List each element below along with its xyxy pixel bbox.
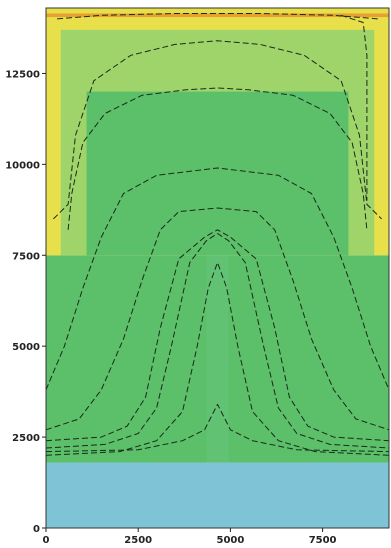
plot-frame — [45, 7, 390, 529]
contour-line-1 — [45, 229, 390, 442]
contour-line-8 — [53, 40, 382, 220]
region-orange-top-band — [46, 13, 389, 18]
y-tick-label: 0 — [33, 524, 40, 535]
region-green-dome-core — [86, 91, 349, 256]
y-tick-label: 5000 — [12, 342, 40, 353]
contour-line-3 — [45, 262, 390, 456]
contour-line-4 — [45, 403, 390, 453]
contour-line-2 — [45, 233, 390, 449]
x-tick-label: 2500 — [124, 535, 152, 546]
x-tick-label: 0 — [43, 535, 50, 546]
y-tick-label: 7500 — [12, 251, 40, 262]
region-blue-base — [46, 462, 389, 528]
contour-line-10 — [340, 14, 368, 201]
region-center-channel — [206, 255, 229, 463]
contour-line-5 — [45, 207, 390, 431]
x-tick-label: 5000 — [216, 535, 244, 546]
contour-line-6 — [45, 167, 390, 390]
x-axis: 0 2500 5000 7500 — [43, 528, 337, 546]
y-tick-label: 2500 — [12, 433, 40, 444]
y-tick-label: 12500 — [5, 69, 40, 80]
y-tick-label: 10000 — [5, 160, 40, 171]
y-axis: 0 2500 5000 7500 10000 12500 — [5, 69, 46, 535]
x-tick-label: 7500 — [309, 535, 337, 546]
plot-area — [45, 7, 390, 529]
